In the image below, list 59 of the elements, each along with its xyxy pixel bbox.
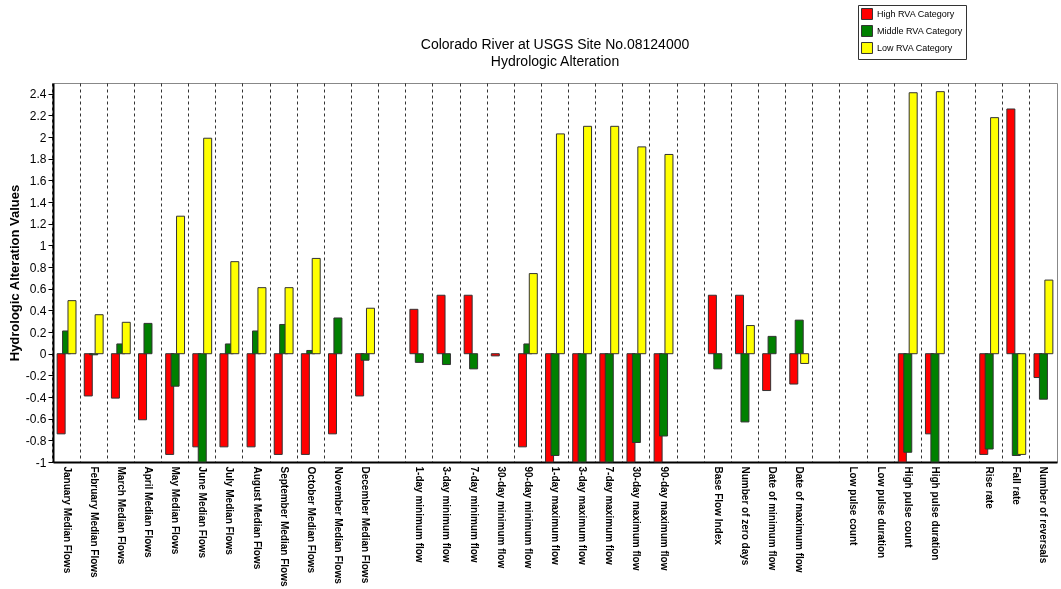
y-tick-label: 1.4 <box>29 195 47 210</box>
x-tick-label: High pulse duration <box>929 466 941 561</box>
y-tick-label: -0.8 <box>25 433 47 448</box>
y-tick-label: 0.4 <box>29 303 47 318</box>
x-tick-label: March Median Flows <box>115 466 127 565</box>
x-tick-label: 3-day maximum flow <box>577 466 589 566</box>
y-tick-label: 2.4 <box>29 87 47 102</box>
x-tick-label: October Median Flows <box>305 466 317 574</box>
y-tick-label: -0.6 <box>25 412 47 427</box>
y-tick-label: -0.4 <box>25 390 47 405</box>
y-tick-label: 1 <box>39 238 47 253</box>
legend-label: High RVA Category <box>877 9 955 19</box>
chart-title: Colorado River at USGS Site No.08124000 <box>420 36 690 52</box>
x-tick-label: 3-day minimum flow <box>441 466 453 563</box>
y-axis-title: Hydrologic Alteration Values <box>6 184 22 362</box>
x-tick-label: 30-day minimum flow <box>495 466 507 569</box>
x-tick-label: June Median Flows <box>197 466 209 559</box>
x-tick-label: High pulse count <box>902 466 914 549</box>
y-tick-label: 2 <box>39 130 47 145</box>
x-tick-label: Rise rate <box>984 466 996 510</box>
x-tick-label: 90-day minimum flow <box>522 466 534 569</box>
x-tick-label: July Median Flows <box>224 466 236 556</box>
x-tick-label: February Median Flows <box>88 466 100 579</box>
x-tick-label: November Median Flows <box>332 466 344 585</box>
x-tick-label: 1-day maximum flow <box>550 466 561 566</box>
x-tick-label: Number of zero days <box>739 466 751 566</box>
x-tick-label: Base Flow Index <box>712 466 724 546</box>
x-tick-label: Low pulse duration <box>875 466 887 559</box>
x-tick-label: April Median Flows <box>142 466 154 559</box>
x-tick-label: Low pulse count <box>848 466 860 547</box>
x-tick-label: Date of maximum flow <box>794 466 806 573</box>
y-tick-label: 1.2 <box>29 217 47 232</box>
x-tick-label: 7-day minimum flow <box>468 466 480 563</box>
x-tick-label: Number of reversals <box>1038 466 1050 564</box>
chart-subtitle: Hydrologic Alteration <box>490 53 620 69</box>
y-tick-label: -1 <box>35 455 47 470</box>
x-tick-label: September Median Flows <box>278 466 290 587</box>
x-tick-label: May Median Flows <box>170 466 182 555</box>
bar <box>300 353 310 455</box>
x-tick-label: 7-day maximum flow <box>604 466 616 566</box>
y-tick-label: 2.2 <box>29 108 47 123</box>
x-tick-label: January Median Flows <box>61 466 73 574</box>
legend-label: Middle RVA Category <box>877 26 963 36</box>
bar <box>490 353 500 357</box>
y-tick-label: 1.8 <box>29 152 47 167</box>
x-tick-label: August Median Flows <box>251 466 263 570</box>
x-tick-label: Fall rate <box>1011 466 1023 506</box>
y-tick-label: 0.2 <box>29 325 47 340</box>
x-tick-label: Date of minimum flow <box>767 466 779 571</box>
y-tick-label: 0 <box>39 347 47 362</box>
y-tick-label: 1.6 <box>29 173 47 188</box>
x-tick-label: 1-day minimum flow <box>414 466 426 563</box>
y-tick-label: -0.2 <box>25 368 47 383</box>
legend-label: Low RVA Category <box>877 43 953 53</box>
x-tick-label: December Median Flows <box>360 466 372 584</box>
y-tick-label: 0.8 <box>29 260 47 275</box>
y-tick-label: 0.6 <box>29 282 47 297</box>
x-tick-label: 90-day maximum flow <box>658 466 670 571</box>
x-tick-label: 30-day maximum flow <box>631 466 643 571</box>
